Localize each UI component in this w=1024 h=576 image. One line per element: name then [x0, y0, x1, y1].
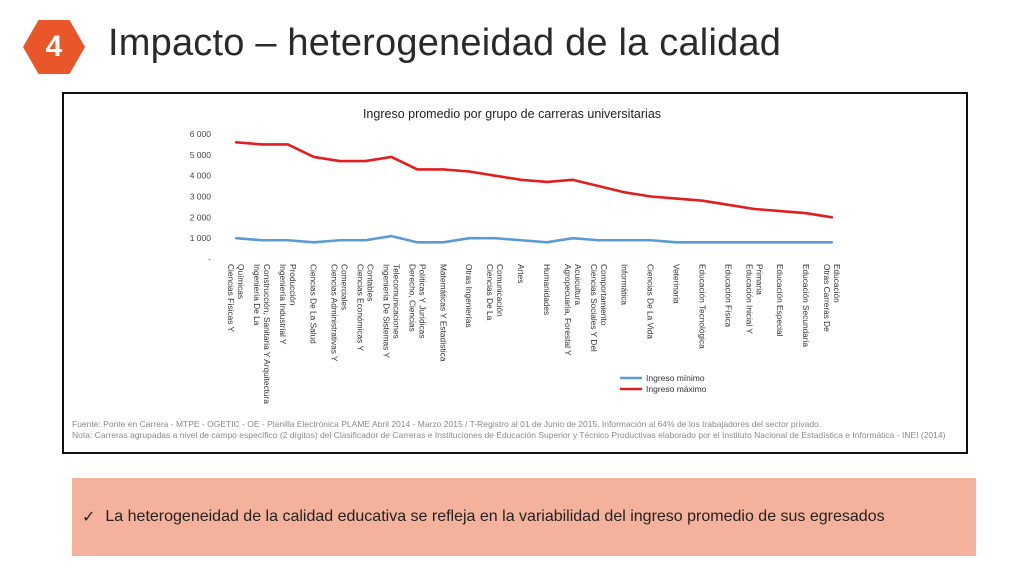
- x-tick-label: Ciencias De La Salud: [309, 264, 319, 344]
- data-point: [468, 170, 471, 173]
- data-point: [778, 209, 782, 213]
- data-point: [649, 195, 652, 198]
- x-tick-label: Otras Carreras DeEducación: [822, 264, 842, 332]
- data-point: [416, 241, 419, 244]
- data-point: [675, 197, 678, 200]
- y-tick-label: 3 000: [190, 192, 212, 202]
- x-tick-label: Ciencias Económicas YContables: [356, 264, 376, 351]
- data-point: [260, 143, 264, 146]
- series-line: [235, 234, 832, 244]
- data-point: [260, 239, 264, 242]
- x-tick-label: Agropecuaria, Forestal YAcuicultura: [563, 264, 583, 356]
- data-point: [623, 239, 626, 242]
- data-point: [804, 211, 808, 215]
- slide-title: Impacto – heterogeneidad de la calidad: [108, 22, 782, 64]
- data-point: [390, 155, 393, 159]
- check-icon: ✓: [82, 509, 96, 526]
- data-point: [675, 241, 678, 244]
- x-tick-label: Ingeniería De Sistemas YTelecomunicacion…: [381, 264, 401, 358]
- data-point: [519, 239, 523, 242]
- data-point: [312, 241, 315, 244]
- data-point: [234, 141, 238, 144]
- data-point: [545, 241, 549, 244]
- data-point: [493, 174, 497, 177]
- line-chart: Ingreso promedio por grupo de carreras u…: [190, 107, 842, 404]
- data-point: [571, 236, 575, 240]
- bullet-text: La heterogeneidad de la calidad educativ…: [105, 508, 885, 525]
- data-point: [442, 241, 445, 244]
- source-note: Fuente: Ponte en Carrera - MTPE - OGETIC…: [72, 419, 952, 441]
- data-point: [830, 216, 834, 219]
- y-tick-label: 4 000: [190, 171, 212, 181]
- data-point: [753, 207, 756, 211]
- data-point: [442, 168, 445, 171]
- y-tick-label: 6 000: [190, 129, 212, 139]
- x-tick-label: Ingeniería De LaConstrucción, Sanitaria …: [252, 264, 272, 404]
- data-point: [286, 143, 290, 146]
- x-tick-label: Derecho, CienciasPolíticas Y Jurídicas: [407, 264, 427, 338]
- chart-title: Ingreso promedio por grupo de carreras u…: [363, 107, 661, 121]
- x-tick-label: Ciencias Administrativas YComerciales: [330, 264, 350, 362]
- data-point: [753, 241, 756, 244]
- x-tick-label: Educación Secundaria: [801, 264, 811, 347]
- data-point: [364, 239, 367, 242]
- legend-label: Ingreso mínimo: [646, 373, 705, 383]
- source-line: Fuente: Ponte en Carrera - MTPE - OGETIC…: [72, 419, 822, 429]
- y-tick-label: 1 000: [190, 233, 212, 243]
- data-point: [571, 178, 575, 182]
- data-point: [727, 241, 730, 244]
- x-tick-label: Ingeniería Industrial YProducción: [278, 264, 298, 345]
- data-point: [312, 155, 315, 159]
- y-tick-label: 5 000: [190, 150, 212, 160]
- data-point: [493, 236, 497, 240]
- slide-number-badge: 4: [23, 20, 85, 74]
- data-point: [649, 239, 652, 242]
- data-point: [778, 241, 782, 244]
- data-point: [830, 241, 834, 244]
- data-point: [286, 239, 290, 242]
- x-tick-label: Matemáticas Y Estadística: [438, 264, 448, 362]
- x-tick-label: Artes: [516, 264, 526, 283]
- data-point: [468, 236, 471, 240]
- y-tick-label: 2 000: [190, 212, 212, 222]
- data-point: [545, 180, 549, 184]
- x-tick-label: Veterinaria: [672, 264, 682, 304]
- data-point: [597, 239, 600, 242]
- data-point: [519, 178, 523, 182]
- x-tick-label: Otras Ingenierías: [464, 264, 474, 328]
- data-point: [727, 203, 730, 207]
- legend-label: Ingreso máximo: [646, 384, 707, 394]
- x-tick-label: Humanidades: [542, 264, 552, 315]
- data-point: [364, 159, 367, 163]
- data-point: [804, 241, 808, 244]
- data-point: [390, 234, 393, 238]
- data-point: [623, 191, 626, 194]
- x-tick-label: Ciencias De La Vida: [646, 264, 656, 339]
- series-line: [235, 141, 833, 219]
- x-tick-label: Educación Inicial YPrimaria: [744, 264, 764, 334]
- bullet-box: ✓ La heterogeneidad de la calidad educat…: [72, 478, 976, 556]
- x-tick-label: Educación Física: [723, 264, 733, 328]
- data-point: [338, 159, 341, 163]
- x-tick-label: Ciencias Físicas YQuímicas: [226, 264, 246, 333]
- data-point: [701, 199, 704, 202]
- data-point: [416, 168, 419, 171]
- data-point: [701, 241, 704, 244]
- x-tick-label: Educación Tecnológica: [697, 264, 707, 349]
- y-tick-label: -: [208, 254, 211, 264]
- chart-frame: Ingreso promedio por grupo de carreras u…: [62, 92, 968, 454]
- data-point: [338, 239, 341, 242]
- x-tick-label: Educación Especial: [775, 264, 785, 337]
- x-tick-label: Ciencias De LaComunicación: [485, 264, 505, 321]
- data-point: [597, 184, 600, 188]
- note-line: Nota: Carreras agrupadas a nivel de camp…: [72, 430, 946, 440]
- x-tick-label: Informática: [620, 264, 630, 305]
- data-point: [234, 236, 238, 240]
- x-tick-label: Ciencias Sociales Y DelComportamiento: [589, 264, 609, 352]
